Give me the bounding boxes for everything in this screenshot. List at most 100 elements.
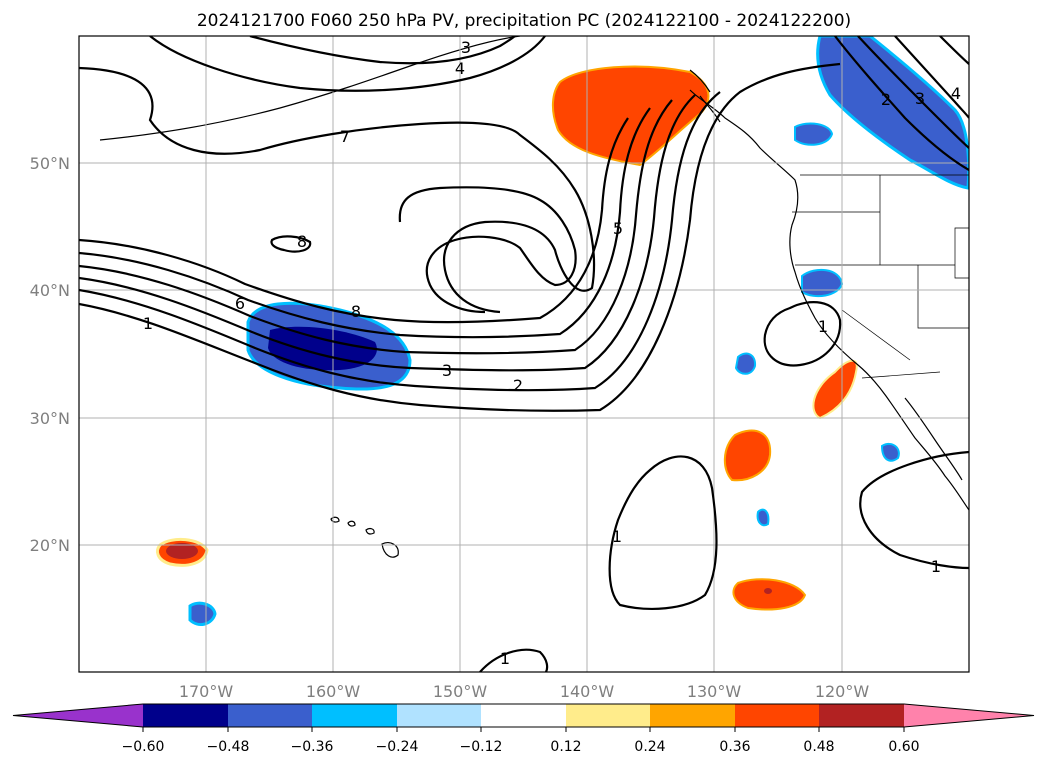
precip-area-hawaii-south (188, 601, 217, 627)
lon-label: 160°W (306, 682, 361, 701)
colorbar-segment (819, 704, 904, 727)
precip-positive-areas (156, 65, 858, 611)
pv-contour-4-upper (149, 36, 546, 92)
colorbar-segment (228, 704, 312, 727)
border-nevada-east (917, 265, 969, 329)
colorbar-segment (735, 704, 819, 727)
colorbar-extend-min (13, 704, 143, 727)
colorbar-tick-label: 0.24 (634, 739, 665, 755)
pv-contour-3 (79, 94, 696, 372)
latitude-labels: 50°N 40°N 30°N 20°N (30, 154, 70, 555)
contour-label: 7 (340, 127, 350, 146)
precip-area-bc-small (794, 122, 834, 146)
colorbar: −0.60 −0.48 −0.36 −0.24 −0.12 0.12 0.24 … (12, 703, 1035, 755)
colorbar-tick-labels: −0.60 −0.48 −0.36 −0.24 −0.12 0.12 0.24 … (122, 739, 920, 755)
border-montana (954, 227, 969, 279)
pv-contour-1-east (859, 450, 969, 570)
colorbar-tick-marks (142, 727, 905, 732)
contour-label: 8 (351, 302, 361, 321)
precip-area-norcal (801, 268, 844, 298)
lon-label: 140°W (560, 682, 615, 701)
contour-label: 3 (461, 38, 471, 57)
colorbar-tick-label: −0.60 (122, 739, 165, 755)
pv-contour-ne-1 (894, 36, 969, 119)
contour-label: 5 (613, 219, 623, 238)
lon-label: 120°W (815, 682, 870, 701)
contour-label: 1 (612, 527, 622, 546)
figure-title: 2024121700 F060 250 hPa PV, precipitatio… (197, 11, 851, 31)
colorbar-segment (481, 704, 566, 727)
colorbar-segment (312, 704, 397, 727)
border-us-mexico (861, 371, 941, 379)
pv-contour-1-south (479, 648, 549, 672)
precip-area-small-3 (756, 508, 770, 527)
pv-contour-6 (79, 117, 629, 324)
pv-contour-8-small (270, 235, 312, 253)
colorbar-tick-label: 0.48 (803, 739, 834, 755)
colorbar-segment (566, 704, 650, 727)
pv-contour-1-offshore-ca (763, 301, 842, 367)
lat-label: 50°N (30, 154, 70, 173)
precip-area-small-2 (880, 442, 900, 462)
contour-label: 3 (442, 361, 452, 380)
colorbar-tick-label: 0.12 (550, 739, 581, 755)
precip-area-northwest (816, 36, 969, 190)
pv-contour-ne-4 (939, 36, 969, 65)
lat-label: 40°N (30, 281, 70, 300)
pv-contour-3-upper (249, 36, 516, 65)
contour-label: 1 (818, 317, 828, 336)
colorbar-tick-label: −0.12 (460, 739, 503, 755)
pv-contour-ne-2 (857, 36, 969, 149)
precip-area-small-1 (734, 352, 757, 375)
pv-contour-5 (79, 107, 651, 339)
precip-area-gulf-alaska (552, 65, 710, 167)
pv-contour-1 (79, 62, 841, 412)
pv-contours (79, 36, 969, 672)
contour-label: 3 (915, 89, 925, 108)
pv-contour-labels: 3 4 7 8 5 2 3 4 6 8 1 3 2 1 1 1 1 (143, 38, 961, 668)
island-oahu (347, 520, 356, 527)
lon-label: 150°W (433, 682, 488, 701)
colorbar-tick-label: −0.36 (291, 739, 334, 755)
colorbar-tick-label: 0.60 (888, 739, 919, 755)
hawaiian-islands (330, 516, 399, 558)
lon-label: 130°W (687, 682, 742, 701)
contour-label: 6 (235, 294, 245, 313)
colorbar-segment (650, 704, 735, 727)
pv-contour-8-inner (398, 186, 577, 314)
precip-area-north-pacific-core (268, 326, 377, 371)
precip-area-central-2 (732, 578, 807, 611)
pv-contour-2 (79, 91, 721, 392)
contour-label: 1 (500, 649, 510, 668)
pv-contour-1-central (608, 455, 718, 610)
map-panel: 3 4 7 8 5 2 3 4 6 8 1 3 2 1 1 1 1 (78, 35, 970, 673)
lon-label: 170°W (179, 682, 234, 701)
precip-negative-areas (188, 36, 969, 627)
colorbar-segment (397, 704, 481, 727)
contour-label: 1 (931, 557, 941, 576)
map-frame (78, 35, 970, 673)
contour-label: 2 (513, 376, 523, 395)
longitude-labels: 170°W 160°W 150°W 140°W 130°W 120°W (179, 682, 870, 701)
coastline-bc-islands (689, 69, 721, 123)
lat-label: 30°N (30, 409, 70, 428)
precip-area-hawaii-west-core (166, 543, 198, 559)
map-background (79, 36, 969, 672)
contour-label: 8 (297, 232, 307, 251)
pv-contour-ne-3 (834, 36, 969, 171)
colorbar-tick-label: −0.48 (207, 739, 250, 755)
colorbar-tick-label: −0.24 (376, 739, 419, 755)
pv-contour-4 (79, 99, 673, 355)
island-maui (365, 527, 375, 535)
precip-area-central-2-core (764, 588, 772, 594)
colorbar-tick-label: 0.36 (719, 739, 750, 755)
contour-label: 4 (951, 84, 961, 103)
lat-label: 20°N (30, 536, 70, 555)
coastline-baja-gulf (904, 397, 963, 481)
colorbar-extend-max (904, 704, 1034, 727)
contour-label: 1 (143, 314, 153, 333)
pv-contour-7-upper (79, 66, 596, 314)
colorbar-segment (143, 704, 228, 727)
precip-area-central-1 (723, 429, 772, 482)
